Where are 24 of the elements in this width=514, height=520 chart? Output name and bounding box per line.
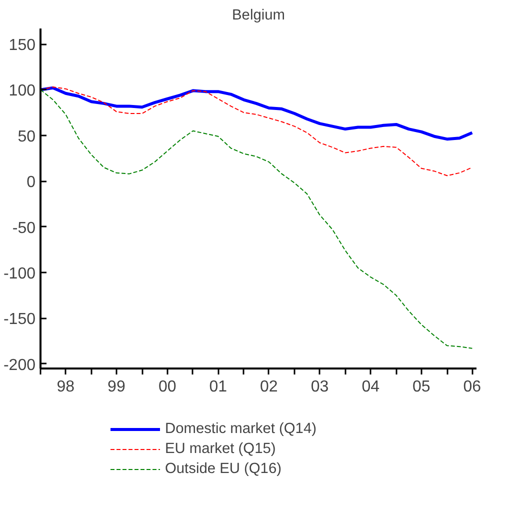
x-tick-label: 01	[209, 378, 228, 396]
x-tick-label: 03	[310, 378, 329, 396]
y-tick-label: -150	[3, 311, 36, 328]
legend-label: Domestic market (Q14)	[165, 421, 316, 437]
legend-label: Outside EU (Q16)	[165, 461, 282, 477]
x-tick-label: 98	[56, 378, 75, 396]
x-tick-label: 00	[158, 378, 176, 396]
y-tick-label: 150	[8, 37, 36, 54]
x-tick-label: 02	[260, 378, 278, 396]
x-tick-label: 05	[412, 378, 430, 396]
line-series	[40, 89, 473, 349]
y-tick-label: 50	[18, 128, 36, 146]
x-tick-label: 04	[362, 378, 380, 396]
y-tick-label: 100	[8, 82, 36, 100]
y-tick-label: -100	[3, 266, 36, 283]
x-tick-label: 99	[108, 378, 126, 396]
y-tick-label: -50	[12, 220, 36, 237]
y-tick-label: -200	[3, 356, 36, 374]
line-series	[40, 86, 473, 176]
legend-label: EU market (Q15)	[165, 441, 276, 457]
y-tick-label: 0	[26, 174, 36, 192]
chart-title: Belgium	[232, 8, 285, 24]
x-tick-label: 06	[463, 378, 482, 396]
line-series	[40, 86, 474, 141]
